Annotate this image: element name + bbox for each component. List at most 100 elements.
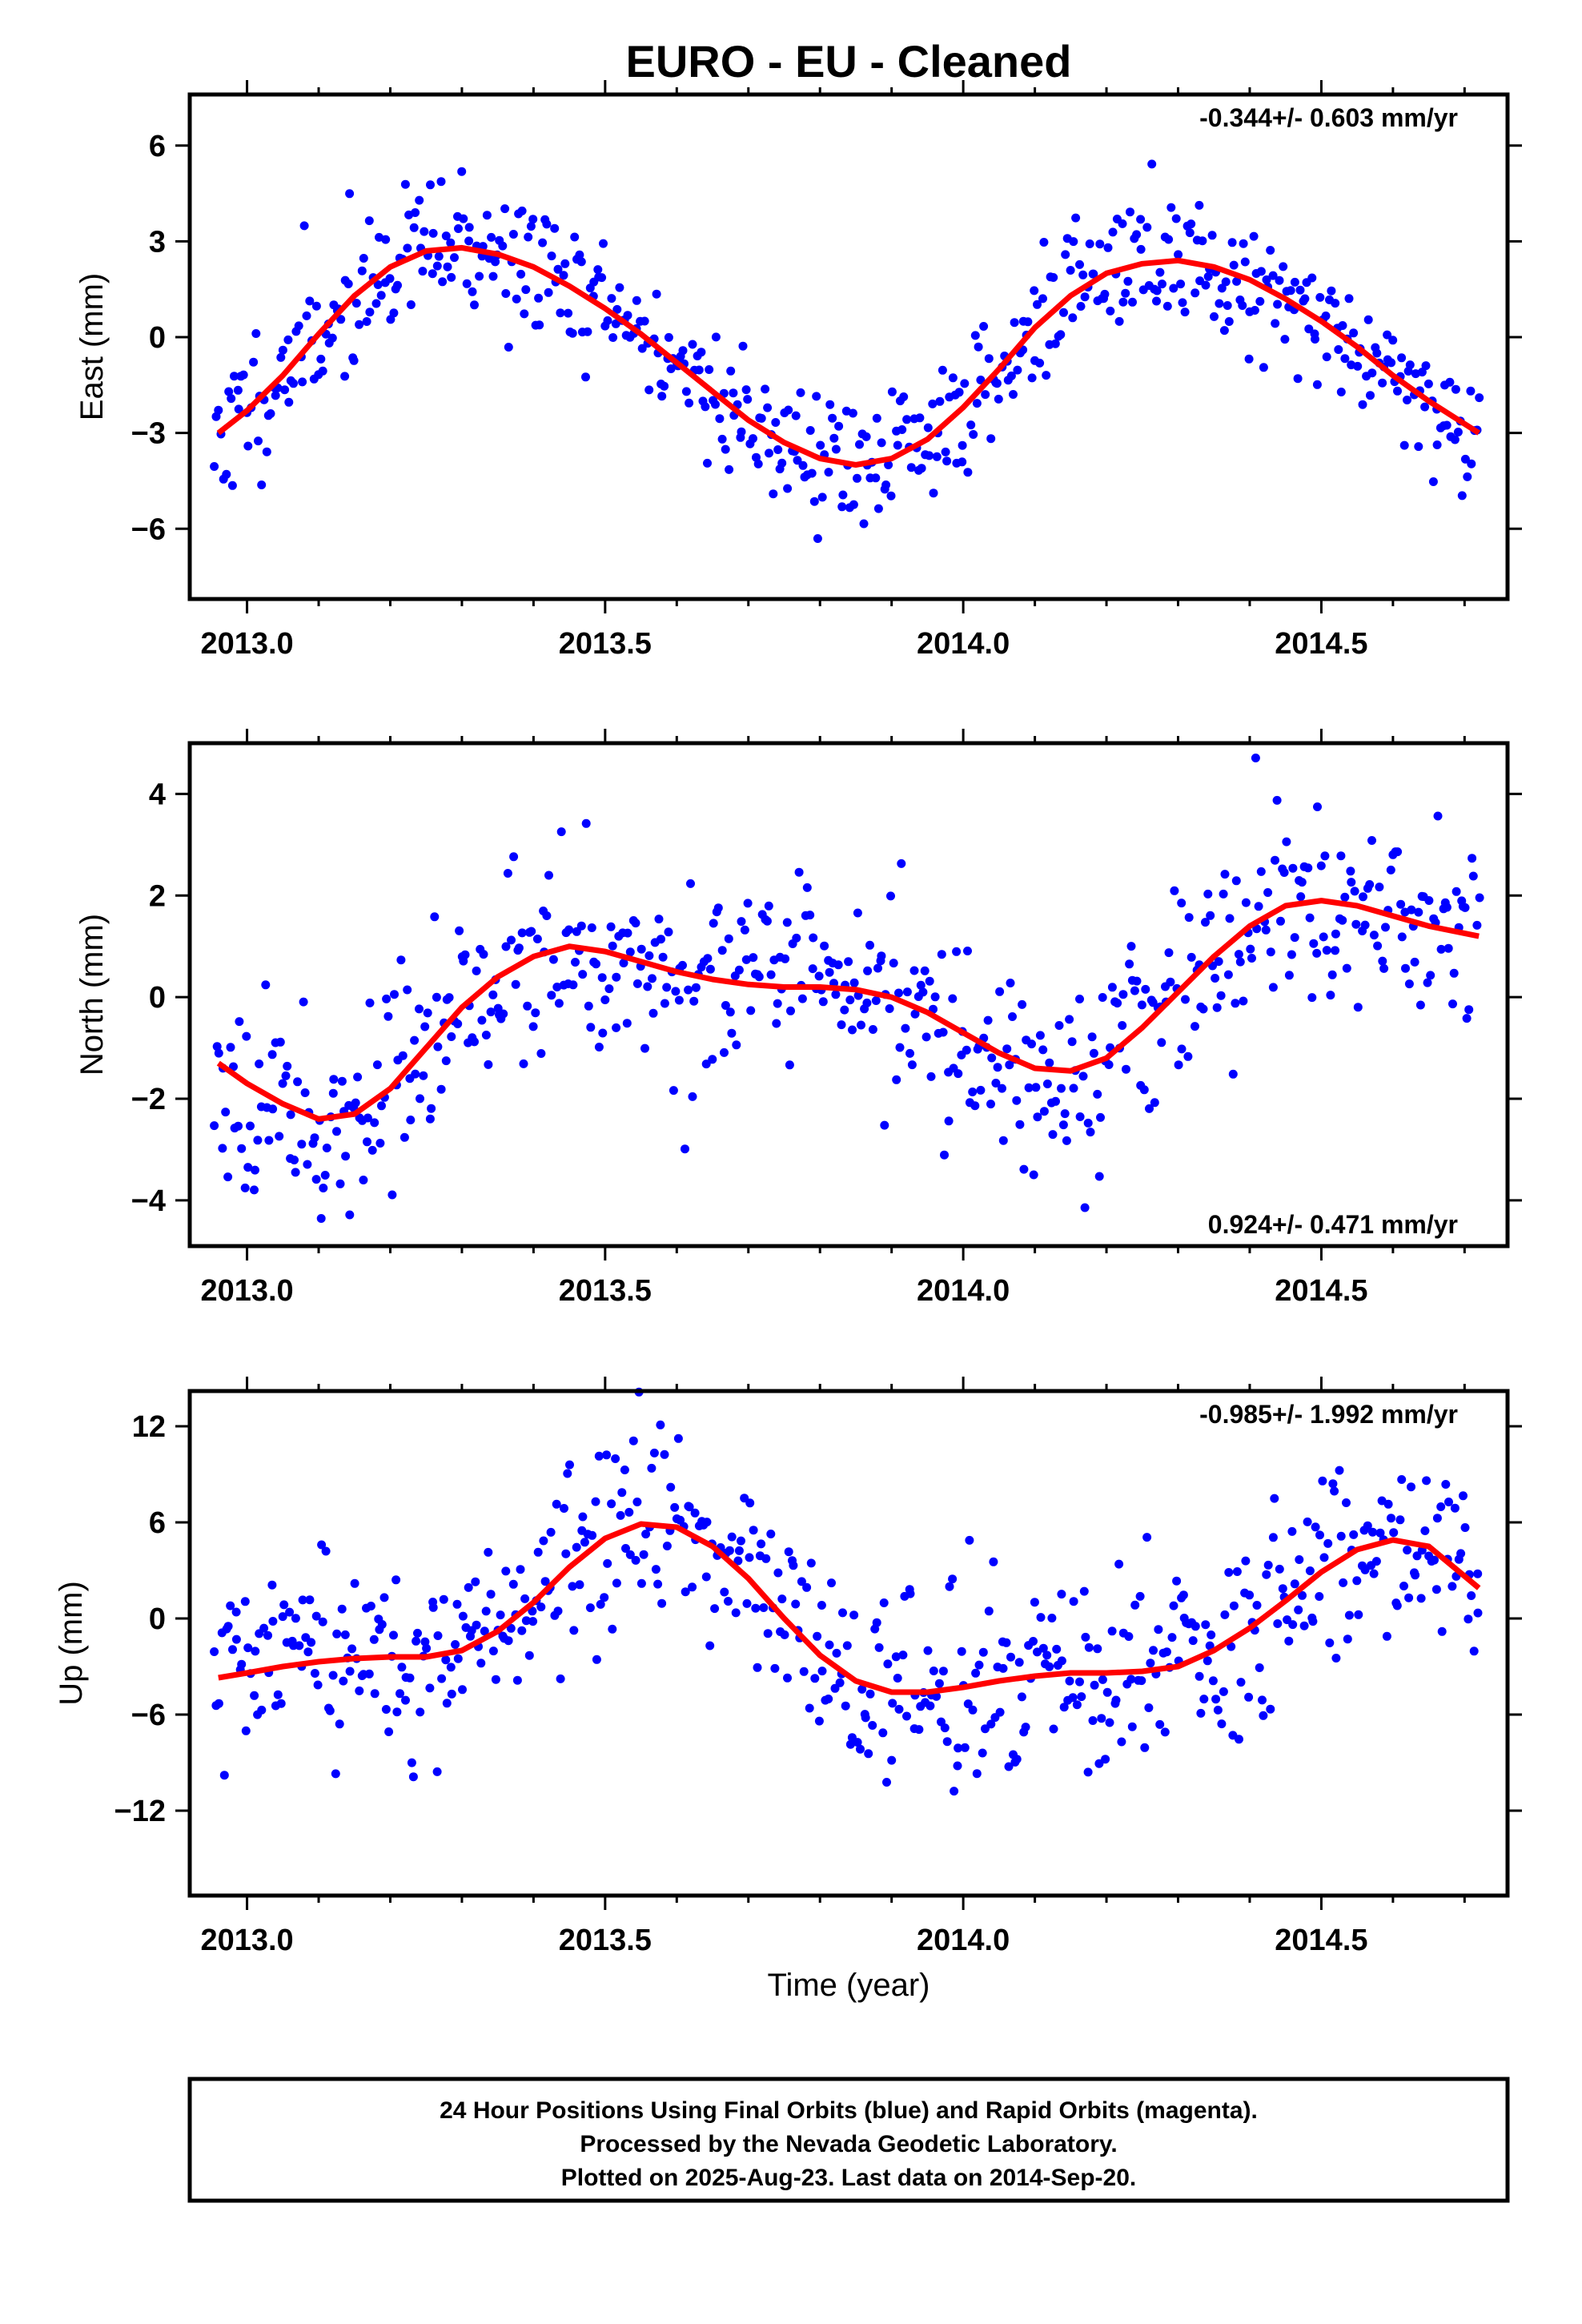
east-data-point — [1050, 339, 1060, 348]
up-data-point — [1273, 1619, 1283, 1628]
north-data-point — [337, 1076, 347, 1086]
north-data-point — [547, 991, 556, 1000]
north-data-point — [1058, 1120, 1068, 1130]
north-data-point — [848, 1025, 857, 1035]
north-data-point — [1094, 1172, 1104, 1181]
north-data-point — [594, 1043, 604, 1051]
up-data-point — [1303, 1517, 1312, 1526]
north-data-point — [1288, 863, 1298, 873]
up-data-point — [231, 1634, 241, 1644]
up-data-point — [791, 1599, 801, 1609]
north-data-point — [363, 1113, 372, 1123]
north-data-point — [372, 1060, 382, 1070]
north-data-point — [892, 1075, 901, 1084]
north-data-point — [210, 1121, 219, 1131]
east-data-point — [1033, 300, 1042, 309]
north-data-point — [1038, 1045, 1048, 1055]
east-y-axis-label: East (mm) — [74, 273, 110, 420]
up-data-point — [898, 1651, 908, 1660]
north-data-point — [781, 954, 790, 963]
up-data-point — [210, 1647, 219, 1656]
north-data-point — [1033, 1112, 1042, 1122]
north-data-point — [1039, 1107, 1049, 1116]
up-data-point — [965, 1535, 974, 1545]
up-data-point — [1097, 1714, 1106, 1723]
east-data-point — [222, 469, 231, 479]
east-data-point — [1142, 223, 1152, 232]
north-data-point — [281, 1071, 291, 1080]
up-data-point — [872, 1618, 881, 1627]
north-data-point — [741, 955, 751, 964]
east-data-point — [793, 456, 802, 465]
up-data-point — [369, 1634, 379, 1644]
east-data-point — [1078, 270, 1088, 279]
up-data-point — [763, 1629, 773, 1638]
north-data-point — [1201, 918, 1210, 927]
east-data-point — [1056, 330, 1066, 340]
north-data-point — [681, 1144, 689, 1154]
north-data-point — [940, 1150, 949, 1160]
up-data-point — [504, 1636, 513, 1646]
up-data-point — [437, 1674, 447, 1683]
north-data-point — [453, 1019, 463, 1028]
up-data-point — [392, 1707, 402, 1717]
up-data-point — [841, 1701, 850, 1711]
east-data-point — [725, 464, 734, 474]
north-data-point — [708, 1055, 717, 1064]
up-data-point — [1411, 1570, 1420, 1580]
up-data-point — [276, 1699, 286, 1708]
east-data-point — [829, 433, 839, 443]
up-data-point — [1315, 1530, 1324, 1540]
up-data-point — [1069, 1597, 1078, 1606]
east-data-point — [1249, 231, 1259, 241]
east-data-point — [302, 311, 311, 320]
up-data-point — [1294, 1605, 1303, 1614]
north-data-point — [403, 985, 412, 995]
east-data-point — [769, 489, 778, 499]
north-data-point — [608, 941, 617, 951]
up-data-point — [219, 1771, 229, 1780]
east-data-point — [538, 238, 548, 247]
east-data-point — [1027, 373, 1037, 383]
up-data-point — [1002, 1638, 1011, 1647]
north-data-point — [264, 1136, 274, 1145]
up-data-point — [639, 1550, 648, 1559]
north-data-point — [576, 921, 586, 931]
east-data-point — [457, 167, 467, 176]
east-data-point — [1403, 396, 1411, 404]
up-data-point — [1325, 1638, 1335, 1647]
north-data-point — [1312, 948, 1322, 958]
east-data-point — [560, 259, 570, 268]
north-data-point — [840, 1005, 849, 1015]
up-data-point — [932, 1691, 942, 1701]
north-data-point — [1228, 1069, 1238, 1079]
north-data-point — [444, 993, 454, 1003]
north-data-point — [1220, 870, 1230, 879]
up-data-point — [1335, 1466, 1344, 1475]
up-data-point — [940, 1723, 950, 1733]
up-x-tick-label: 2014.5 — [1275, 1924, 1367, 1957]
north-data-point — [773, 999, 782, 1008]
east-data-point — [935, 396, 945, 406]
up-data-point — [226, 1601, 235, 1610]
up-data-point — [766, 1530, 776, 1538]
up-data-point — [546, 1527, 556, 1537]
north-data-point — [895, 1043, 905, 1052]
north-x-tick-label: 2014.0 — [917, 1274, 1010, 1308]
up-data-point — [882, 1778, 891, 1787]
east-data-point — [570, 232, 580, 242]
north-y-tick-label: −2 — [131, 1083, 166, 1116]
north-data-point — [1057, 1084, 1066, 1093]
up-data-point — [817, 1601, 826, 1610]
north-data-point — [1203, 889, 1213, 899]
up-data-point — [1205, 1641, 1215, 1651]
up-data-point — [1464, 1614, 1473, 1624]
up-data-point — [396, 1689, 404, 1699]
up-data-point — [432, 1767, 442, 1776]
east-data-point — [1451, 384, 1460, 394]
up-data-point — [1188, 1636, 1198, 1646]
up-data-point — [1162, 1647, 1171, 1657]
east-data-point — [705, 365, 714, 374]
north-data-point — [1015, 1120, 1025, 1129]
up-data-point — [214, 1699, 223, 1708]
